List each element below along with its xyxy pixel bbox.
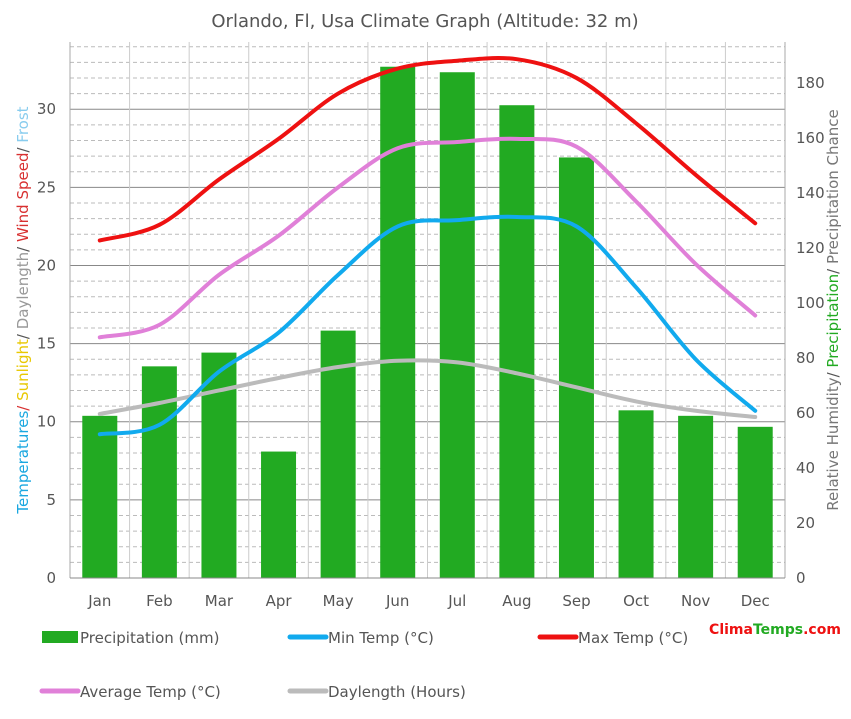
precipitation-bar-dec <box>737 426 773 578</box>
x-tick-label-sep: Sep <box>562 592 590 610</box>
brand-part1: Clima <box>709 622 753 638</box>
x-tick-label-mar: Mar <box>205 592 234 610</box>
left-tick-label: 30 <box>37 100 56 118</box>
chart-title: Orlando, Fl, Usa Climate Graph (Altitude… <box>211 11 638 32</box>
brand-logo: ClimaTemps.com <box>709 622 841 638</box>
axis-label-part: Temperatures <box>14 411 32 515</box>
left-axis-label: Temperatures/ Sunlight/ Daylength/ Wind … <box>14 106 32 514</box>
right-tick-label: 0 <box>796 569 806 587</box>
legend: Precipitation (mm) Min Temp (°C) Max Temp … <box>39 629 688 701</box>
axis-label-part: Relative Humidity <box>824 377 842 510</box>
precipitation-bar-may <box>320 330 356 578</box>
legend-item-min-temp-c: Min Temp (°C) <box>287 629 434 647</box>
brand-part3: .com <box>803 622 841 638</box>
x-tick-label-may: May <box>323 592 354 610</box>
axis-label-part: Daylength <box>14 252 32 329</box>
x-tick-label-oct: Oct <box>623 592 649 610</box>
right-axis-label: Relative Humidity/ Precipitation/ Precip… <box>824 109 842 510</box>
precipitation-bar-jul <box>439 72 475 578</box>
axis-label-part: Precipitation Chance <box>824 109 842 264</box>
precipitation-bar-feb <box>141 366 177 578</box>
legend-swatch <box>42 631 78 643</box>
legend-label: Daylength (Hours) <box>328 683 466 701</box>
precipitation-bar-oct <box>618 410 654 578</box>
legend-item-max-temp-c: Max Temp (°C) <box>537 629 688 647</box>
x-tick-label-apr: Apr <box>266 592 293 610</box>
left-tick-label: 10 <box>37 413 56 431</box>
right-tick-label: 40 <box>796 459 815 477</box>
right-tick-label: 20 <box>796 514 815 532</box>
left-tick-label: 20 <box>37 256 56 274</box>
legend-label: Min Temp (°C) <box>328 629 434 647</box>
axes <box>69 42 786 579</box>
right-tick-label: 160 <box>796 129 825 147</box>
x-tick-label-jul: Jul <box>447 592 466 610</box>
x-tick-label-aug: Aug <box>502 592 531 610</box>
axis-label-part: / <box>14 143 32 153</box>
axis-label-part: / <box>14 329 32 339</box>
x-tick-label-jan: Jan <box>87 592 111 610</box>
x-tick-label-nov: Nov <box>681 592 710 610</box>
x-axis-tick-labels: Jan Feb Mar Apr May Jun Jul Aug Sep Oct Nov Dec <box>87 592 769 610</box>
max-temp-c-line <box>97 56 758 243</box>
axis-label-part: / <box>14 242 32 252</box>
precipitation-bars <box>82 66 773 578</box>
left-tick-label: 15 <box>37 335 56 353</box>
x-tick-label-dec: Dec <box>741 592 770 610</box>
left-tick-label: 0 <box>46 569 56 587</box>
left-tick-label: 5 <box>46 491 56 509</box>
min-temp-c-line <box>97 214 758 437</box>
precipitation-bar-nov <box>678 415 714 578</box>
legend-item-daylength-hours: Daylength (Hours) <box>287 683 466 701</box>
temperature-lines <box>97 56 758 437</box>
right-tick-label: 120 <box>796 239 825 257</box>
right-tick-label: 140 <box>796 184 825 202</box>
x-tick-label-feb: Feb <box>146 592 173 610</box>
precipitation-bar-apr <box>261 451 297 578</box>
axis-label-part: Wind Speed <box>14 153 32 243</box>
brand-part2: Temps <box>753 622 803 638</box>
legend-label: Average Temp (°C) <box>80 683 221 701</box>
right-tick-label: 100 <box>796 294 825 312</box>
right-tick-label: 60 <box>796 404 815 422</box>
legend-label: Max Temp (°C) <box>578 629 688 647</box>
legend-item-precipitation-mm: Precipitation (mm) <box>42 629 219 647</box>
precipitation-bar-jan <box>82 415 118 578</box>
axis-label-part: / <box>824 264 842 274</box>
right-tick-label: 180 <box>796 74 825 92</box>
precipitation-bar-aug <box>499 105 535 578</box>
legend-item-average-temp-c: Average Temp (°C) <box>39 683 221 701</box>
axis-label-part: Precipitation <box>824 274 842 368</box>
axis-label-part: Frost <box>14 106 32 142</box>
legend-label: Precipitation (mm) <box>80 629 219 647</box>
axis-label-part: / <box>824 368 842 378</box>
axis-label-part: / <box>14 401 32 411</box>
left-tick-label: 25 <box>37 178 56 196</box>
daylength-hours-line <box>97 358 758 420</box>
axis-label-part: Sunlight <box>14 339 32 401</box>
average-temp-c-line <box>97 136 758 340</box>
left-axis-tick-labels: 0 5 10 15 20 25 30 <box>37 100 56 587</box>
x-tick-label-jun: Jun <box>385 592 409 610</box>
right-tick-label: 80 <box>796 349 815 367</box>
right-axis-tick-labels: 0 20 40 60 80 100 120 140 160 180 <box>796 74 825 587</box>
